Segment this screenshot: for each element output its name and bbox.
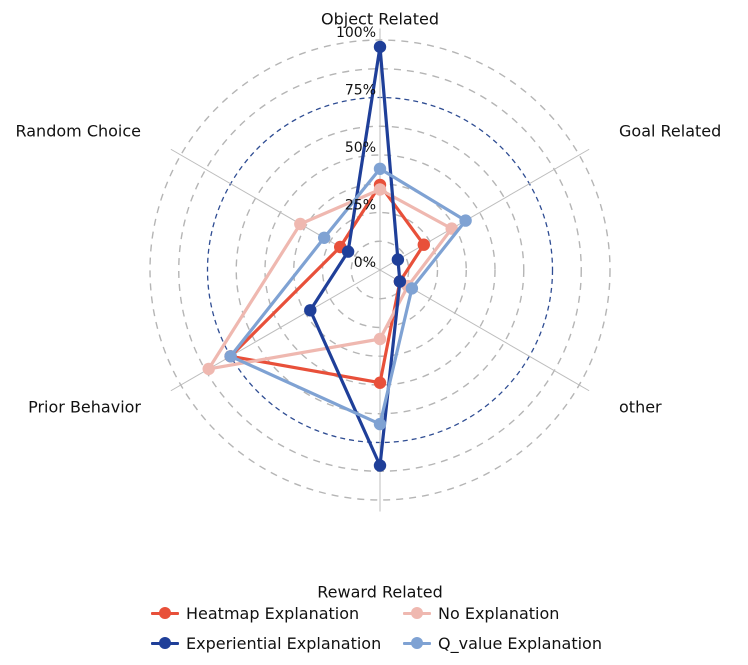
point-experiential-explanation-reward-related xyxy=(373,459,387,472)
axis-label-goal-related: Goal Related xyxy=(619,122,721,141)
radial-tick-labels: 0% 25% 50% 75% 100% xyxy=(336,25,376,271)
axis-label-object-related: Object Related xyxy=(321,10,439,29)
axis-label-reward-related: Reward Related xyxy=(317,583,442,601)
legend-item-q-value-explanation: Q_value Explanation xyxy=(402,632,702,654)
legend-item-no-explanation: No Explanation xyxy=(402,602,702,624)
axis-label-random-choice: Random Choice xyxy=(15,122,141,141)
legend-marker-experiential-explanation xyxy=(150,636,180,650)
point-heatmap-explanation-reward-related xyxy=(373,376,387,389)
point-experiential-explanation-other xyxy=(393,275,407,288)
point-q-value-explanation-reward-related xyxy=(373,417,387,431)
point-q-value-explanation-other xyxy=(405,282,419,295)
tick-label-25: 25% xyxy=(345,198,376,214)
legend-label: No Explanation xyxy=(438,603,560,623)
spoke-prior-behavior xyxy=(170,269,381,392)
axis-label-prior-behavior: Prior Behavior xyxy=(28,398,141,417)
tick-label-0: 0% xyxy=(354,255,376,271)
point-experiential-explanation-object-related xyxy=(373,40,387,54)
spoke-goal-related xyxy=(379,148,590,271)
legend-label: Heatmap Explanation xyxy=(186,603,360,623)
radar-series xyxy=(202,40,472,472)
grid-ring-25 xyxy=(321,211,439,329)
tick-label-100: 100% xyxy=(336,25,376,41)
legend: Heatmap Explanation No Explanation Experie… xyxy=(150,602,710,654)
legend-marker-q-value-explanation xyxy=(402,636,432,650)
radar-chart: 0% 25% 50% 75% 100% Object Related Goal Relat… xyxy=(15,10,721,601)
point-experiential-explanation-random-choice xyxy=(341,245,355,258)
point-q-value-explanation-prior-behavior xyxy=(224,350,237,363)
legend-label: Experiential Explanation xyxy=(186,633,382,653)
point-q-value-explanation-random-choice xyxy=(318,231,331,244)
point-no-explanation-reward-related xyxy=(373,332,387,346)
axis-labels: Object Related Goal Related other Reward Re… xyxy=(15,10,721,601)
point-experiential-explanation-prior-behavior xyxy=(304,304,317,317)
legend-marker-no-explanation xyxy=(402,606,432,620)
tick-label-50: 50% xyxy=(345,140,376,156)
legend-item-heatmap-explanation: Heatmap Explanation xyxy=(150,602,402,624)
tick-label-75: 75% xyxy=(345,83,376,99)
legend-marker-heatmap-explanation xyxy=(150,606,180,620)
series-experiential-explanation xyxy=(304,40,407,472)
point-no-explanation-random-choice xyxy=(294,217,307,231)
axis-label-other: other xyxy=(619,398,662,417)
point-heatmap-explanation-goal-related xyxy=(417,238,430,251)
point-experiential-explanation-goal-related xyxy=(391,253,405,266)
radar-spokes xyxy=(170,28,590,512)
legend-label: Q_value Explanation xyxy=(438,633,602,653)
legend-item-experiential-explanation: Experiential Explanation xyxy=(150,632,402,654)
point-q-value-explanation-object-related xyxy=(373,162,387,175)
point-no-explanation-object-related xyxy=(373,183,387,196)
point-no-explanation-prior-behavior xyxy=(202,362,215,376)
grid-ring-50 xyxy=(264,154,496,386)
series-q-value-explanation xyxy=(224,162,472,431)
point-q-value-explanation-goal-related xyxy=(459,214,472,227)
